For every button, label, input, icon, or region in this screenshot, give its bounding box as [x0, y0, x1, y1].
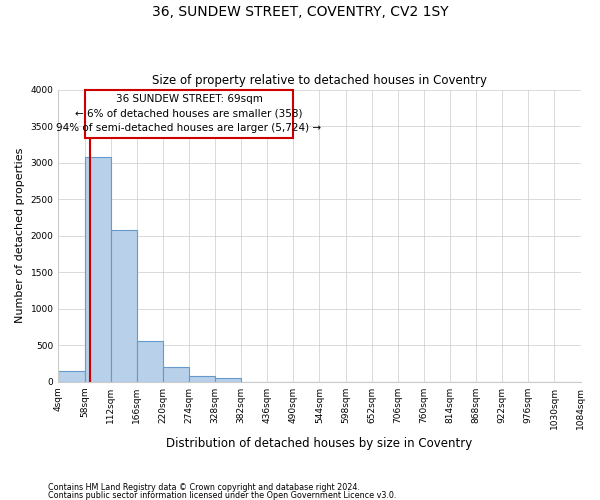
Bar — [85, 157, 110, 382]
FancyBboxPatch shape — [85, 90, 293, 138]
Bar — [189, 376, 215, 382]
Bar — [137, 341, 163, 382]
Bar — [58, 370, 85, 382]
Text: 36, SUNDEW STREET, COVENTRY, CV2 1SY: 36, SUNDEW STREET, COVENTRY, CV2 1SY — [152, 5, 448, 19]
Bar — [163, 367, 189, 382]
Bar — [215, 378, 241, 382]
Title: Size of property relative to detached houses in Coventry: Size of property relative to detached ho… — [152, 74, 487, 87]
Text: Contains HM Land Registry data © Crown copyright and database right 2024.: Contains HM Land Registry data © Crown c… — [48, 484, 360, 492]
Text: 36 SUNDEW STREET: 69sqm
← 6% of detached houses are smaller (358)
94% of semi-de: 36 SUNDEW STREET: 69sqm ← 6% of detached… — [56, 94, 322, 134]
Y-axis label: Number of detached properties: Number of detached properties — [15, 148, 25, 324]
X-axis label: Distribution of detached houses by size in Coventry: Distribution of detached houses by size … — [166, 437, 473, 450]
Text: Contains public sector information licensed under the Open Government Licence v3: Contains public sector information licen… — [48, 490, 397, 500]
Bar — [110, 230, 137, 382]
